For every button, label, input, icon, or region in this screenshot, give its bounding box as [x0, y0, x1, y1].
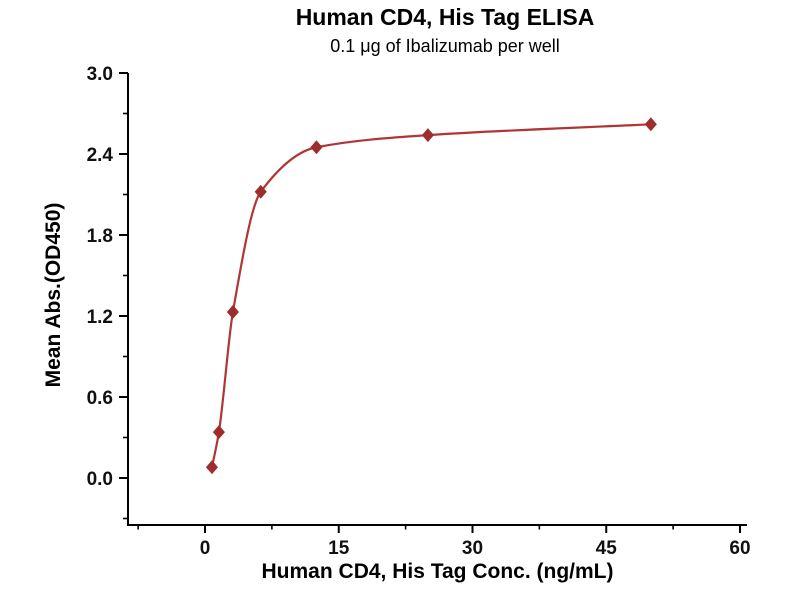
data-point — [310, 140, 323, 155]
axes — [127, 73, 747, 526]
fit-curve — [210, 123, 652, 469]
x-tick-label: 45 — [596, 538, 618, 559]
data-point — [254, 184, 267, 199]
data-point — [226, 304, 239, 319]
x-tick-label: 30 — [462, 538, 483, 559]
data-point — [421, 128, 434, 143]
data-point — [644, 117, 657, 132]
y-tick-label: 1.2 — [87, 307, 113, 328]
x-tick-label: 0 — [200, 538, 211, 559]
data-point — [205, 460, 219, 475]
chart-subtitle: 0.1 μg of Ibalizumab per well — [330, 36, 560, 56]
x-axis-label: Human CD4, His Tag Conc. (ng/mL) — [261, 560, 614, 583]
y-tick-label: 2.4 — [87, 145, 114, 166]
y-tick-label: 0.6 — [87, 388, 113, 409]
data-point — [212, 425, 225, 440]
x-tick-label: 60 — [729, 538, 750, 559]
y-tick-label: 1.8 — [87, 226, 113, 247]
y-tick-label: 3.0 — [87, 64, 113, 85]
x-tick-label: 15 — [328, 538, 350, 559]
y-tick-label: 0.0 — [87, 469, 113, 490]
chart-title: Human CD4, His Tag ELISA — [295, 4, 595, 30]
